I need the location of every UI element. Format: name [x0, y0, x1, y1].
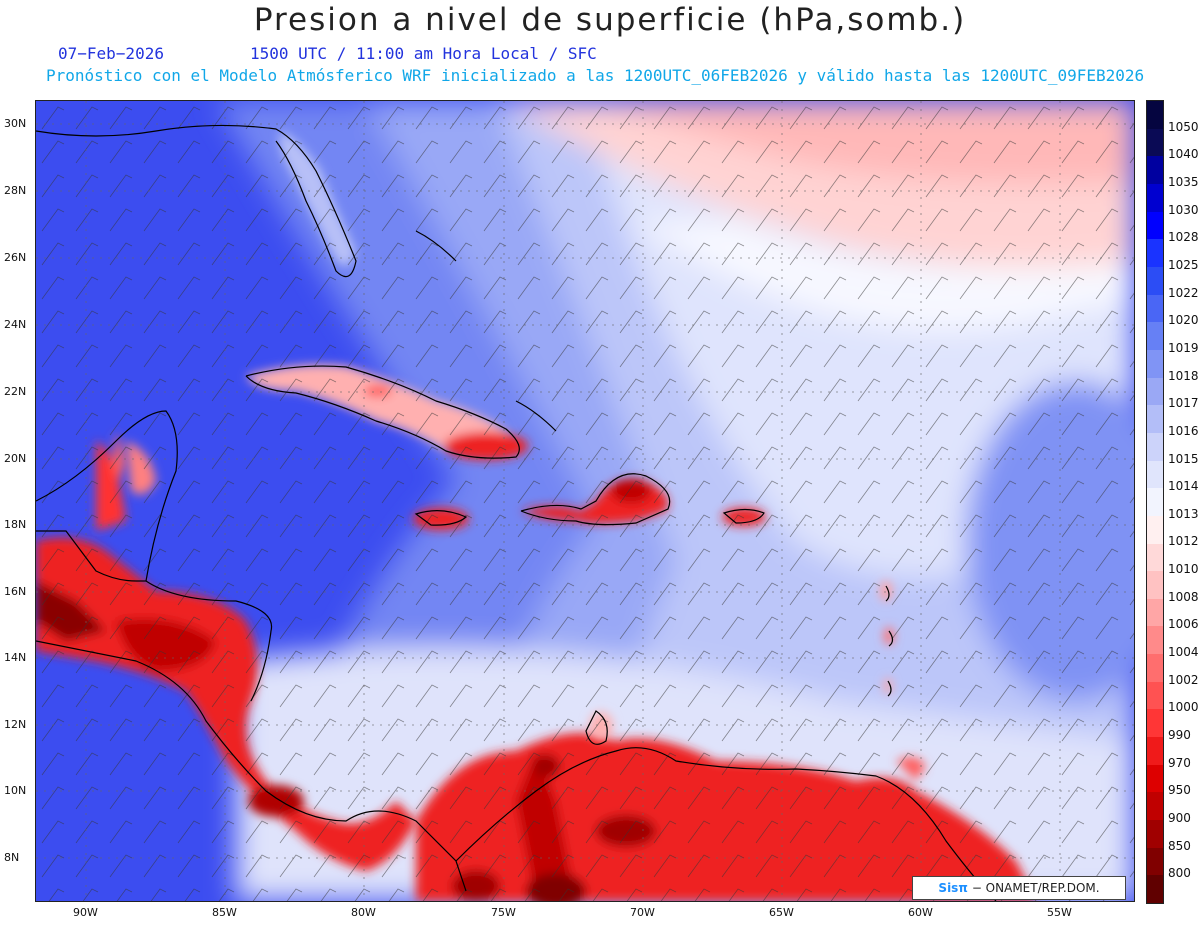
forecast-time: 1500 UTC / 11:00 am Hora Local / SFC — [250, 44, 597, 63]
colorbar-label: 1025 — [1168, 257, 1199, 272]
colorbar-label: 1022 — [1168, 285, 1199, 300]
colorbar-segment — [1147, 405, 1163, 433]
colorbar-label: 1013 — [1168, 506, 1199, 521]
colorbar-segment — [1147, 460, 1163, 489]
sispi-logo: Sisπ — [938, 881, 968, 895]
colorbar-segment — [1147, 681, 1163, 710]
lat-label: 14N — [4, 651, 27, 664]
lat-label: 16N — [4, 585, 27, 598]
forecast-date: 07−Feb−2026 — [58, 44, 164, 63]
colorbar-segment — [1147, 239, 1163, 267]
colorbar-label: 1002 — [1168, 672, 1199, 687]
colorbar-segment — [1147, 515, 1163, 544]
colorbar-label: 1028 — [1168, 230, 1199, 245]
lat-label: 20N — [4, 452, 27, 465]
colorbar-segment — [1147, 377, 1163, 406]
colorbar-label: 970 — [1168, 755, 1191, 770]
colorbar-label: 1014 — [1168, 479, 1199, 494]
colorbar-label: 800 — [1168, 866, 1191, 881]
colorbar-segment — [1147, 101, 1163, 129]
colorbar-label: 1040 — [1168, 147, 1199, 162]
model-description: Pronóstico con el Modelo Atmósferico WRF… — [46, 66, 1145, 85]
lat-label: 30N — [4, 117, 27, 130]
colorbar-label: 850 — [1168, 838, 1191, 853]
colorbar-label: 1006 — [1168, 617, 1199, 632]
credit-organization: − ONAMET/REP.DOM. — [971, 881, 1100, 895]
lon-label: 65W — [769, 906, 794, 919]
colorbar-segment — [1147, 349, 1163, 378]
colorbar-segment — [1147, 266, 1163, 295]
lon-label: 75W — [491, 906, 516, 919]
lon-label: 90W — [73, 906, 98, 919]
lat-label: 28N — [4, 184, 27, 197]
colorbar-segment — [1147, 432, 1163, 461]
colorbar-segment — [1147, 156, 1163, 184]
colorbar-segment — [1147, 183, 1163, 212]
colorbar-segment — [1147, 792, 1163, 821]
colorbar-label: 1016 — [1168, 423, 1199, 438]
lon-label: 70W — [630, 906, 655, 919]
colorbar-label: 1030 — [1168, 202, 1199, 217]
lon-label: 60W — [908, 906, 933, 919]
colorbar-label: 1020 — [1168, 313, 1199, 328]
colorbar-segment — [1147, 128, 1163, 157]
lat-label: 8N — [4, 851, 20, 864]
colorbar-segment — [1147, 626, 1163, 655]
colorbar-segment — [1147, 322, 1163, 350]
colorbar-segment — [1147, 709, 1163, 738]
pressure-field — [36, 101, 1134, 901]
colorbar-label: 1018 — [1168, 368, 1199, 383]
colorbar-label: 950 — [1168, 783, 1191, 798]
credit-box: Sisπ − ONAMET/REP.DOM. — [912, 876, 1126, 900]
colorbar-label: 1050 — [1168, 119, 1199, 134]
colorbar-segment — [1147, 598, 1163, 627]
lat-label: 12N — [4, 718, 27, 731]
colorbar-segment — [1147, 294, 1163, 323]
colorbar-label: 900 — [1168, 811, 1191, 826]
colorbar-segment — [1147, 488, 1163, 516]
colorbar-label: 1000 — [1168, 700, 1199, 715]
colorbar-segment — [1147, 820, 1163, 848]
colorbar-label: 1012 — [1168, 534, 1199, 549]
colorbar-segment — [1147, 654, 1163, 682]
lat-label: 18N — [4, 518, 27, 531]
colorbar-segment — [1147, 764, 1163, 793]
colorbar-segment — [1147, 737, 1163, 765]
colorbar-segment — [1147, 571, 1163, 599]
pressure-colorbar — [1146, 100, 1164, 904]
colorbar-label: 1015 — [1168, 451, 1199, 466]
pressure-map — [35, 100, 1135, 902]
lat-label: 26N — [4, 251, 27, 264]
colorbar-label: 1010 — [1168, 562, 1199, 577]
lon-label: 55W — [1047, 906, 1072, 919]
colorbar-label: 1017 — [1168, 396, 1199, 411]
colorbar-segment — [1147, 847, 1163, 876]
colorbar-label: 1019 — [1168, 340, 1199, 355]
lat-label: 22N — [4, 385, 27, 398]
lon-label: 80W — [351, 906, 376, 919]
colorbar-segment — [1147, 875, 1163, 904]
colorbar-segment — [1147, 543, 1163, 572]
map-title: Presion a nivel de superficie (hPa,somb.… — [253, 2, 967, 38]
lat-label: 10N — [4, 784, 27, 797]
colorbar-label: 1008 — [1168, 589, 1199, 604]
colorbar-label: 1004 — [1168, 645, 1199, 660]
colorbar-segment — [1147, 211, 1163, 240]
colorbar-label: 990 — [1168, 728, 1191, 743]
lon-label: 85W — [212, 906, 237, 919]
colorbar-label: 1035 — [1168, 174, 1199, 189]
lat-label: 24N — [4, 318, 27, 331]
